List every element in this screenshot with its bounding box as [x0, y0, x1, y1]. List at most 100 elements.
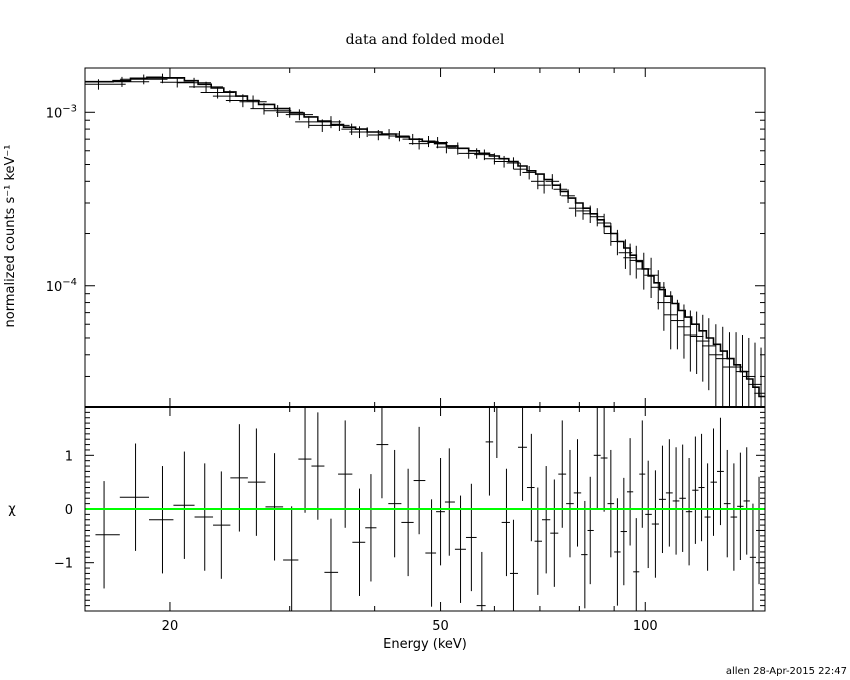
spectrum-data-point	[295, 116, 323, 129]
residual-point	[620, 477, 627, 586]
residual-point	[633, 518, 640, 611]
spectrum-data-point	[545, 174, 560, 190]
residual-point	[600, 407, 608, 512]
spectrum-data-point	[629, 245, 644, 279]
residual-point	[749, 503, 756, 611]
spectrum-data-point	[636, 252, 651, 290]
y-tick-label-exponent: −4	[62, 277, 77, 288]
spectrum-data-point	[239, 95, 267, 109]
residual-point	[501, 468, 510, 577]
spectrum-data-point	[356, 127, 378, 138]
residual-axis-ticks	[85, 407, 765, 611]
y-tick-label: 10−3	[46, 103, 77, 121]
residual-point	[730, 463, 738, 571]
spectrum-data-point	[378, 129, 400, 140]
residual-point	[95, 481, 120, 589]
spectrum-data-point	[590, 208, 605, 227]
residual-point	[376, 407, 389, 499]
residual-point	[465, 483, 477, 592]
spectrum-data-point	[225, 94, 260, 108]
spectrum-data-point	[742, 337, 756, 407]
chi-axis-label: χ	[8, 502, 16, 517]
energy-tick-label: 50	[432, 619, 449, 634]
spectrum-data-point	[389, 131, 410, 142]
spectrum-data-point	[597, 213, 611, 234]
spectrum-data-point	[466, 148, 487, 159]
residual-point	[626, 438, 634, 546]
residual-point	[265, 453, 284, 561]
residual-point	[743, 447, 750, 555]
residual-point	[534, 487, 542, 595]
chi-tick-label: 1	[65, 449, 73, 464]
residual-point	[365, 474, 377, 582]
spectrum-data-point	[701, 318, 716, 391]
spectrum-data-point	[670, 299, 685, 350]
spectrum-data-point	[610, 229, 625, 256]
residual-point	[593, 407, 601, 509]
y-tick-label-exponent: −3	[62, 103, 77, 114]
spectrum-data-point	[709, 324, 723, 407]
residual-point	[698, 433, 705, 542]
spectrum-data-point	[657, 282, 671, 331]
spectrum-data-point	[447, 142, 468, 155]
spectrum-data-point	[531, 174, 545, 190]
x-axis-label: Energy (keV)	[383, 637, 467, 652]
residual-point	[119, 443, 150, 551]
footer-credit: allen 28-Apr-2015 22:47	[726, 666, 847, 677]
residual-point	[454, 495, 466, 603]
y-tick-label-mantissa: 10	[46, 280, 63, 295]
residual-point	[651, 470, 659, 578]
spectrum-data-point	[513, 163, 528, 176]
spectrum-data-point	[427, 137, 448, 149]
residual-point	[672, 447, 680, 555]
spectrum-data-point	[493, 155, 515, 168]
spectrum-data-point	[329, 120, 350, 132]
chart-title: data and folded model	[346, 32, 505, 48]
energy-tick-label: 100	[633, 619, 658, 634]
residual-point	[518, 407, 527, 501]
spectrum-data-point	[695, 314, 710, 382]
residual-point	[587, 476, 594, 585]
residual-point	[581, 500, 588, 609]
residual-point	[573, 439, 582, 547]
spectrum-data-point	[119, 74, 168, 85]
spectrum-data-point	[94, 76, 150, 87]
residual-point	[194, 463, 214, 571]
residual-point	[298, 407, 312, 513]
spectrum-y-axis-label: normalized counts s⁻¹ keV⁻¹	[3, 145, 18, 328]
y-axis-label: normalized counts s⁻¹ keV⁻¹	[3, 145, 18, 328]
residual-point	[436, 458, 445, 566]
spectrum-data-point	[285, 109, 313, 121]
residual-point	[173, 451, 195, 559]
spectrum-data-point	[729, 332, 743, 407]
spectrum-data-point	[341, 123, 362, 135]
spectrum-data-point	[754, 347, 765, 407]
residual-point	[692, 436, 699, 544]
spectrum-data-point	[506, 157, 521, 170]
residual-point	[413, 426, 426, 535]
spectrum-data-point	[368, 130, 389, 141]
residual-point	[352, 488, 366, 596]
chi-tick-label: −1	[54, 557, 73, 572]
spectrum-data-point	[568, 200, 583, 217]
residual-point	[149, 466, 174, 574]
residual-point	[716, 417, 724, 526]
residual-point	[476, 551, 486, 611]
residual-point	[509, 519, 519, 611]
residual-point	[665, 439, 673, 547]
spectrum-data-point	[418, 135, 439, 148]
residual-x-tick-labels: 20 50 100	[162, 619, 658, 634]
energy-tick-label: 20	[162, 619, 179, 634]
spectrum-y-tick-labels: 10−3 10−4	[46, 103, 77, 294]
residual-point	[485, 407, 494, 496]
residual-point	[401, 468, 414, 577]
spectrum-data-point	[623, 243, 637, 276]
spectrum-data-point	[85, 79, 126, 90]
residual-point	[755, 476, 765, 585]
residual-point	[425, 499, 437, 607]
spectrum-data-point	[408, 138, 430, 150]
residual-point	[710, 428, 717, 536]
spectrum-data-layer	[85, 73, 765, 407]
residual-point	[614, 498, 621, 606]
